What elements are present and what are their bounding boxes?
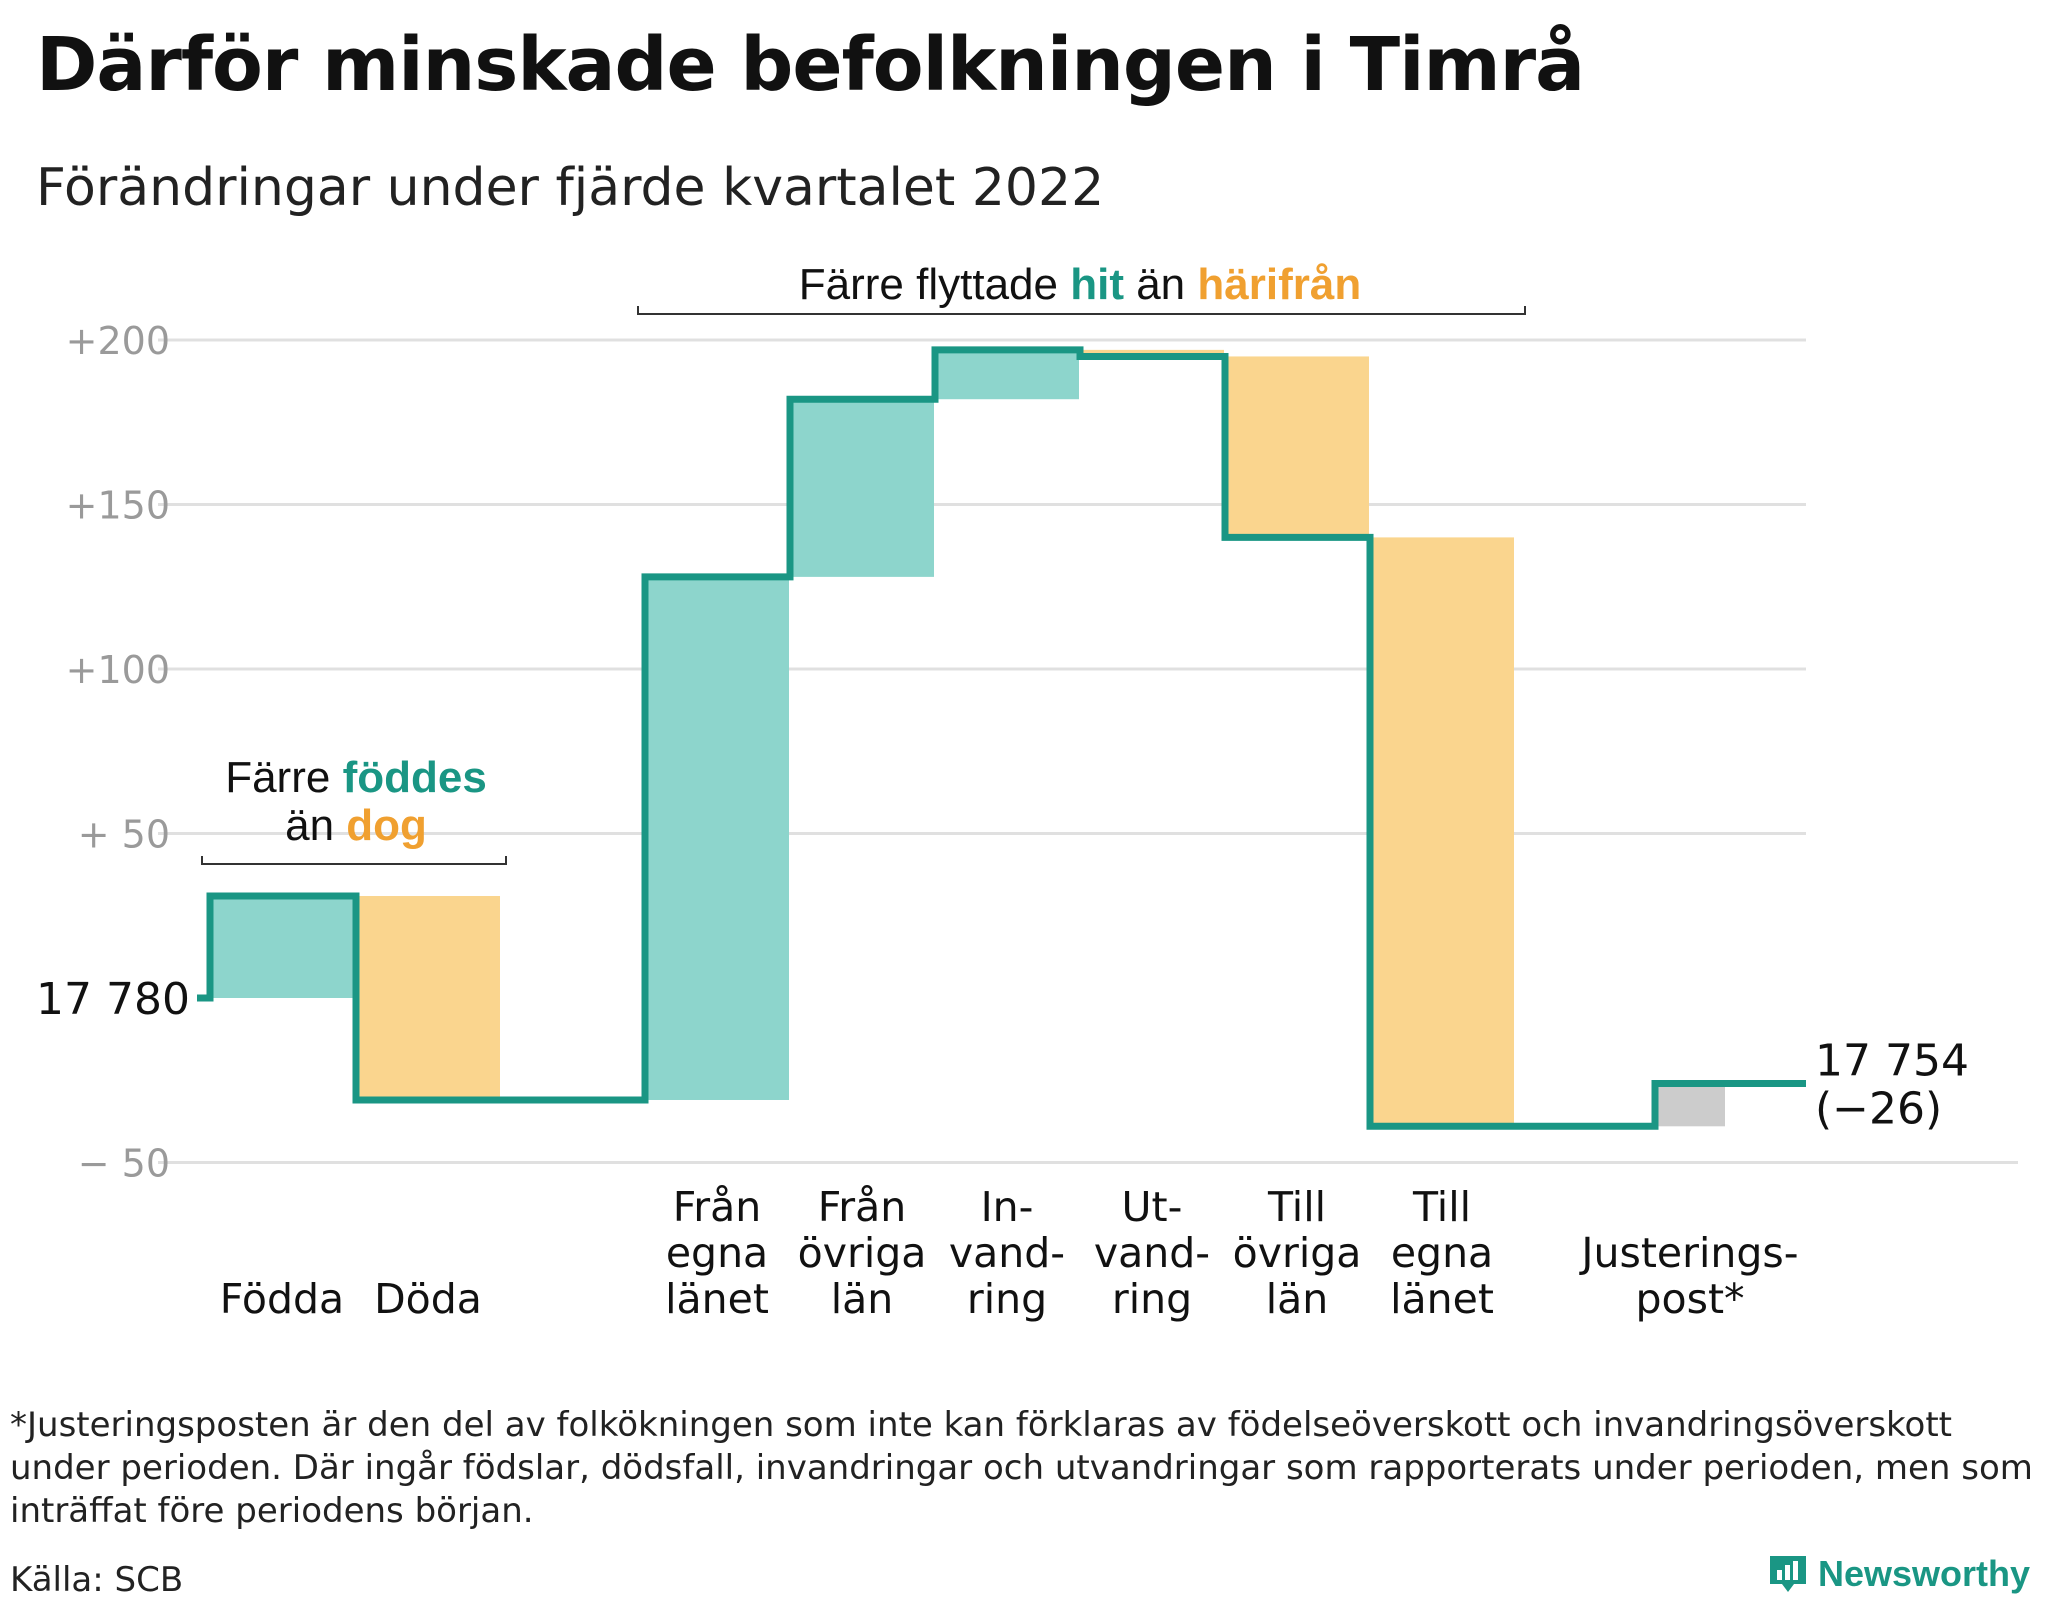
x-category-label: länet bbox=[1390, 1275, 1494, 1323]
x-category-label: ring bbox=[1112, 1275, 1192, 1323]
waterfall-bar bbox=[790, 399, 934, 577]
x-category-label: In- bbox=[981, 1183, 1034, 1231]
running-total-line bbox=[197, 346, 1806, 1130]
moves-highlight-in: hit bbox=[1070, 260, 1124, 309]
moves-highlight-out: härifrån bbox=[1197, 260, 1361, 309]
x-category-label: länet bbox=[665, 1275, 769, 1323]
moves-annotation-text: Färre flyttade bbox=[799, 260, 1070, 309]
chart-subtitle: Förändringar under fjärde kvartalet 2022 bbox=[36, 158, 1105, 218]
x-category-label: övriga bbox=[1233, 1229, 1362, 1277]
y-tick-label: +150 bbox=[66, 484, 170, 528]
end-value-label: 17 754 bbox=[1815, 1036, 1969, 1087]
brand-logo: Newsworthy bbox=[1768, 1553, 2030, 1595]
waterfall-bar bbox=[645, 576, 789, 1100]
y-tick-label: + 50 bbox=[78, 813, 170, 857]
y-tick-label: − 50 bbox=[78, 1142, 170, 1186]
x-category-label: egna bbox=[1391, 1229, 1493, 1277]
births-bracket bbox=[201, 856, 507, 865]
births-annotation-text: Färre bbox=[225, 753, 342, 802]
x-category-label: ring bbox=[967, 1275, 1047, 1323]
x-category-label: vand- bbox=[949, 1229, 1065, 1277]
x-category-label: Födda bbox=[220, 1275, 344, 1323]
y-tick-label: +200 bbox=[66, 319, 170, 363]
waterfall-chart: +200 +150 +100 + 50 − 50 17 780 17 754(−26) Föd… bbox=[36, 260, 2018, 1323]
x-category-label: län bbox=[1266, 1275, 1329, 1323]
moves-annotation: Färre flyttade hit än härifrån bbox=[799, 260, 1361, 309]
moves-bracket bbox=[637, 306, 1526, 315]
source-label: Källa: SCB bbox=[10, 1560, 184, 1600]
births-annotation-line2: än dog bbox=[285, 801, 427, 850]
x-category-label: Till bbox=[1267, 1183, 1326, 1231]
x-category-label: Justerings- bbox=[1578, 1229, 1798, 1277]
y-tick-label: +100 bbox=[66, 648, 170, 692]
x-category-label: post* bbox=[1635, 1275, 1744, 1323]
footnote: *Justeringsposten är den del av folkökni… bbox=[10, 1405, 2033, 1531]
waterfall-bar bbox=[1370, 537, 1514, 1127]
births-annotation-text: än bbox=[285, 801, 346, 850]
waterfall-bar bbox=[935, 349, 1079, 400]
newsworthy-logo-icon bbox=[1770, 1556, 1806, 1592]
end-change-label: (−26) bbox=[1815, 1084, 1942, 1135]
births-highlight: föddes bbox=[343, 753, 487, 802]
x-category-label: Döda bbox=[374, 1275, 482, 1323]
x-category-label: Till bbox=[1412, 1183, 1471, 1231]
waterfall-bar bbox=[1225, 356, 1369, 538]
x-category-label: län bbox=[831, 1275, 894, 1323]
waterfall-bar bbox=[356, 896, 500, 1100]
x-category-label: övriga bbox=[798, 1229, 927, 1277]
deaths-highlight: dog bbox=[346, 801, 427, 850]
x-category-label: Ut- bbox=[1122, 1183, 1183, 1231]
x-category-label: Från bbox=[818, 1183, 907, 1231]
waterfall-bar bbox=[210, 896, 354, 998]
chart-title: Därför minskade befolkningen i Timrå bbox=[36, 22, 1585, 108]
x-category-label: Från bbox=[673, 1183, 762, 1231]
births-annotation-line1: Färre föddes bbox=[225, 753, 487, 802]
x-category-label: egna bbox=[666, 1229, 768, 1277]
waterfall-bar bbox=[1655, 1083, 1725, 1127]
moves-annotation-text: än bbox=[1124, 260, 1197, 309]
x-category-label: vand- bbox=[1094, 1229, 1210, 1277]
start-value-label: 17 780 bbox=[36, 974, 190, 1025]
brand-name: Newsworthy bbox=[1818, 1553, 2031, 1594]
